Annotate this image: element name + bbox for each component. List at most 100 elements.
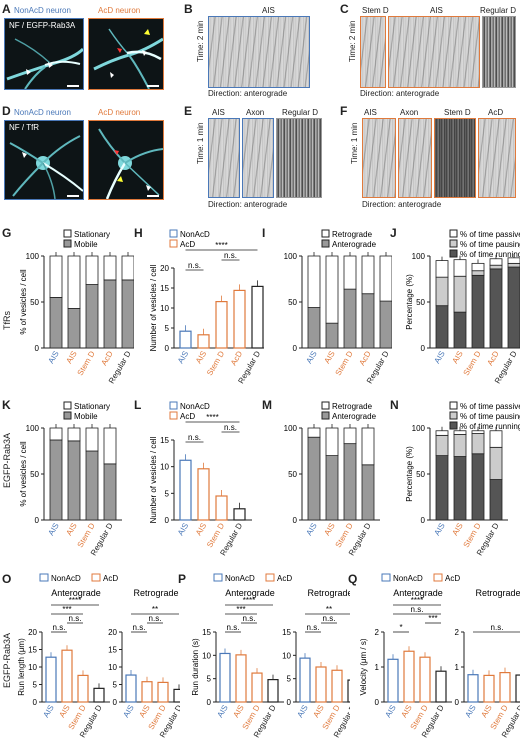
legend-label: % of time running xyxy=(460,250,520,259)
y-axis-label: Run duration (s) xyxy=(191,638,200,696)
stacked-bar-segment xyxy=(325,322,339,349)
legend-swatch xyxy=(213,573,223,582)
bar xyxy=(77,674,89,703)
significance-label: n.s. xyxy=(491,623,504,632)
panel-label-o: O xyxy=(2,572,12,586)
category-label: AIS xyxy=(295,704,309,720)
legend-label: Mobile xyxy=(74,412,98,421)
legend-label: AcD xyxy=(445,574,460,583)
kymo-f-title-1: AIS xyxy=(364,108,377,117)
significance-label: n.s. xyxy=(224,423,237,432)
nonacd-title-a: NonAcD neuron xyxy=(14,6,71,15)
direction-b: Direction: anterograde xyxy=(208,89,288,98)
y-axis-label: Number of vesicles / cell xyxy=(149,264,158,351)
stacked-bar-segment xyxy=(471,270,485,276)
bar xyxy=(419,656,431,703)
category-label: AIS xyxy=(463,704,477,720)
significance-label: *** xyxy=(62,605,71,614)
bar xyxy=(157,681,169,703)
stacked-bar-segment xyxy=(453,259,467,277)
category-label: AcD xyxy=(485,349,500,367)
y-tick-label: 15 xyxy=(282,628,291,637)
category-label: AIS xyxy=(322,350,336,366)
category-label: AIS xyxy=(137,704,151,720)
significance-label: n.s. xyxy=(411,605,424,614)
bar xyxy=(435,670,447,703)
legend-label: NonAcD xyxy=(393,574,423,583)
stacked-bar-segment xyxy=(379,300,392,349)
stacked-bar-segment xyxy=(361,293,375,349)
stacked-bar-segment xyxy=(307,427,321,438)
kymo-c-title-2: AIS xyxy=(430,6,443,15)
panel-label-m: M xyxy=(262,398,272,412)
legend-label: % of time pausing xyxy=(460,412,520,421)
y-tick-label: 50 xyxy=(30,298,39,307)
category-label: Stem D xyxy=(205,349,226,377)
y-tick-label: 0 xyxy=(421,516,426,525)
stacked-bar-segment xyxy=(361,255,375,295)
kymo-f-title-3: Stem D xyxy=(444,108,471,117)
y-tick-label: 10 xyxy=(202,651,211,660)
significance-label: * xyxy=(399,623,402,632)
panel-label-k: K xyxy=(2,398,11,412)
bar xyxy=(179,459,192,521)
stacked-bar-segment xyxy=(307,307,321,349)
significance-label: n.s. xyxy=(188,261,201,270)
y-axis-label: Percentage (%) xyxy=(405,274,414,330)
stacked-bar-segment xyxy=(325,255,339,324)
stacked-bar-segment xyxy=(103,255,117,281)
stacked-bar-segment xyxy=(435,260,449,278)
bar xyxy=(219,652,231,703)
y-axis-label: % of vesicles / cell xyxy=(19,441,28,507)
y-axis-label: Number of vesicles / cell xyxy=(149,436,158,523)
category-label: AIS xyxy=(46,350,60,366)
bar xyxy=(403,650,415,703)
category-label: AIS xyxy=(121,704,135,720)
kymo-f-title-4: AcD xyxy=(488,108,504,117)
stacked-bar-segment xyxy=(507,262,520,268)
category-label: AIS xyxy=(383,704,397,720)
legend-label: AcD xyxy=(277,574,292,583)
panel-label-h: H xyxy=(134,226,143,240)
y-tick-label: 50 xyxy=(288,298,297,307)
legend-label: Stationary xyxy=(74,230,110,239)
kymograph-c-regular xyxy=(482,16,516,88)
legend-swatch xyxy=(63,239,72,248)
bar xyxy=(251,672,263,703)
significance-label: n.s. xyxy=(307,623,320,632)
bar xyxy=(387,658,399,703)
category-label: Stem D xyxy=(462,349,483,377)
panel-label-f: F xyxy=(340,104,348,118)
significance-label: **** xyxy=(69,596,81,605)
category-label: AIS xyxy=(399,704,413,720)
legend-swatch xyxy=(169,401,178,410)
time-label-f: Time: 1 min xyxy=(350,122,359,165)
y-tick-label: 15 xyxy=(160,284,169,293)
y-tick-label: 20 xyxy=(160,264,169,273)
stacked-bar-segment xyxy=(471,453,485,521)
group-title-retrograde: Retrograde xyxy=(133,588,178,598)
legend-label: NonAcD xyxy=(51,574,81,583)
group-title-retrograde: Retrograde xyxy=(475,588,520,598)
stacked-bar-segment xyxy=(67,255,81,309)
stacked-bar-segment xyxy=(507,257,520,264)
y-tick-label: 0 xyxy=(455,698,460,707)
bar xyxy=(45,656,57,703)
micrograph-nonacd-rab3a: NF / EGFP-Rab3A xyxy=(4,18,84,90)
stacked-bar-segment xyxy=(85,284,99,349)
y-tick-label: 0 xyxy=(33,698,38,707)
y-axis-label: Percentage (%) xyxy=(405,446,414,502)
kymograph-b xyxy=(208,16,310,88)
bar xyxy=(179,330,192,349)
legend-swatch xyxy=(433,573,443,582)
acd-title-d: AcD neuron xyxy=(98,108,141,117)
time-label-e: Time: 1 min xyxy=(196,122,205,165)
y-tick-label: 5 xyxy=(33,681,38,690)
legend-label: AcD xyxy=(180,240,195,249)
legend-swatch xyxy=(449,421,458,430)
stacked-bar-segment xyxy=(103,463,117,521)
bar xyxy=(483,674,495,703)
